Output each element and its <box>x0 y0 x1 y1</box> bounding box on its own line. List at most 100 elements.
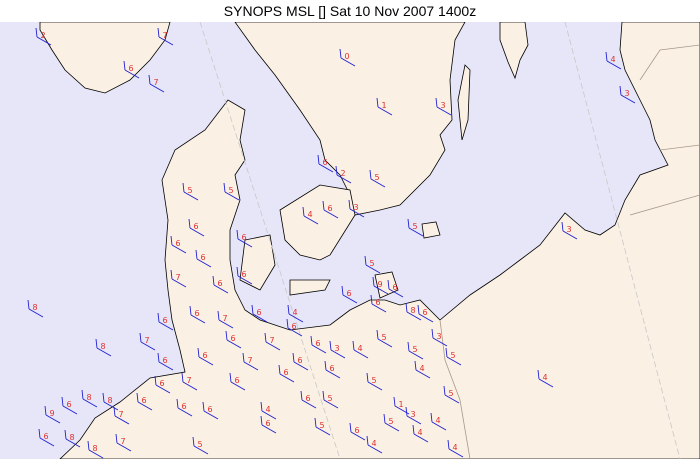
station-value: 5 <box>319 421 324 430</box>
wind-barb <box>417 304 434 323</box>
wind-barb <box>537 369 554 388</box>
station-plot: 8 <box>95 338 112 357</box>
station-value: 6 <box>329 364 334 373</box>
station-value: 6 <box>202 351 207 360</box>
wind-barb <box>435 97 452 116</box>
wind-barb <box>445 347 462 366</box>
station-value: 4 <box>371 439 376 448</box>
lolland <box>289 279 331 296</box>
station-value: 9 <box>377 280 382 289</box>
station-plot: 5 <box>443 385 460 404</box>
station-plot: 1 <box>376 97 393 116</box>
station-plot: 8 <box>64 429 81 448</box>
station-plot: 5 <box>314 417 331 436</box>
station-plot: 6 <box>38 428 55 447</box>
station-value: 5 <box>381 333 386 342</box>
station-value: 7 <box>175 273 180 282</box>
station-value: 4 <box>357 344 362 353</box>
station-plot: 5 <box>182 182 199 201</box>
station-plot: 2 <box>35 27 52 46</box>
wind-barb <box>236 229 253 248</box>
station-plot: 6 <box>188 218 205 237</box>
wind-barb <box>217 310 234 329</box>
station-plot: 6 <box>278 364 295 383</box>
wind-barb <box>192 436 209 455</box>
wind-barb <box>369 169 386 188</box>
wind-barb <box>202 401 219 420</box>
station-plot: 6 <box>286 318 303 337</box>
wind-barb <box>431 328 448 347</box>
wind-barb <box>561 221 578 240</box>
station-value: 6 <box>422 308 427 317</box>
station-plot: 7 <box>139 332 156 351</box>
station-value: 3 <box>353 203 358 212</box>
station-plot: 8 <box>27 299 44 318</box>
station-value: 4 <box>542 373 547 382</box>
wind-barb <box>287 304 304 323</box>
station-value: 2 <box>340 169 345 178</box>
station-value: 6 <box>305 394 310 403</box>
wind-barb <box>412 424 429 443</box>
station-value: 6 <box>128 64 133 73</box>
wind-barb <box>27 299 44 318</box>
station-plot: 5 <box>383 413 400 432</box>
wind-barb <box>181 372 198 391</box>
station-plot: 6 <box>225 330 242 349</box>
grid-lines <box>199 22 681 459</box>
wind-barb <box>229 372 246 391</box>
station-value: 5 <box>450 351 455 360</box>
station-value: 7 <box>269 336 274 345</box>
wind-barb <box>407 341 424 360</box>
wind-barb <box>136 392 153 411</box>
station-value: 6 <box>181 402 186 411</box>
station-plot: 0 <box>339 48 356 67</box>
station-plot: 3 <box>619 85 636 104</box>
station-value: 6 <box>392 283 397 292</box>
station-value: 6 <box>375 298 380 307</box>
station-value: 6 <box>346 289 351 298</box>
station-value: 6 <box>234 376 239 385</box>
station-value: 5 <box>412 222 417 231</box>
station-value: 1 <box>398 400 403 409</box>
station-value: 5 <box>197 440 202 449</box>
wind-barb <box>212 275 229 294</box>
wind-barb <box>605 51 622 70</box>
station-value: 5 <box>371 376 376 385</box>
station-plot: 7 <box>170 269 187 288</box>
wind-barb <box>292 352 309 371</box>
station-plot: 3 <box>431 328 448 347</box>
map-title: SYNOPS MSL [] Sat 10 Nov 2007 1400z <box>223 3 477 19</box>
station-value: 6 <box>141 396 146 405</box>
station-plot: 4 <box>605 51 622 70</box>
station-plot: 6 <box>236 229 253 248</box>
wind-barb <box>195 249 212 268</box>
wind-barb <box>619 85 636 104</box>
station-plot: 7 <box>181 372 198 391</box>
station-plot: 4 <box>412 424 429 443</box>
station-value: 6 <box>175 239 180 248</box>
station-value: 5 <box>388 417 393 426</box>
station-plot: 3 <box>435 97 452 116</box>
station-value: 5 <box>412 345 417 354</box>
station-value: 9 <box>49 409 54 418</box>
station-value: 6 <box>256 308 261 317</box>
station-plot: 5 <box>407 218 424 237</box>
station-plot: 5 <box>192 436 209 455</box>
wind-barb <box>61 396 78 415</box>
wind-barb <box>87 440 104 459</box>
station-plot: 6 <box>370 294 387 313</box>
station-value: 3 <box>624 89 629 98</box>
station-value: 4 <box>307 210 312 219</box>
station-value: 7 <box>222 314 227 323</box>
station-value: 7 <box>118 410 123 419</box>
sweden <box>234 22 466 216</box>
wind-barb <box>366 435 383 454</box>
station-plot: 6 <box>154 375 171 394</box>
wind-barb <box>322 200 339 219</box>
wind-barb <box>405 302 422 321</box>
station-plot: 3 <box>561 221 578 240</box>
station-value: 5 <box>448 389 453 398</box>
wind-barb <box>387 279 404 298</box>
station-plot: 8 <box>102 392 119 411</box>
wind-barb <box>139 332 156 351</box>
